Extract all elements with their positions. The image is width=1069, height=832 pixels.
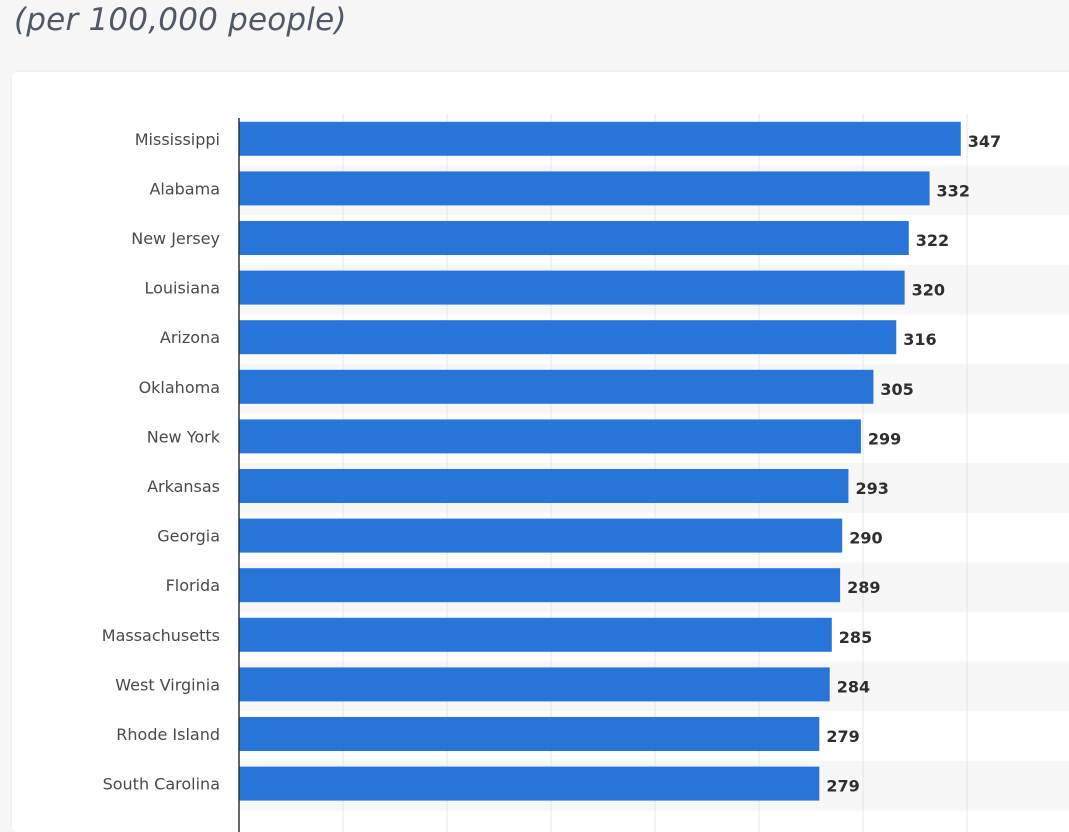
bar <box>239 171 930 206</box>
category-label: Oklahoma <box>139 378 220 397</box>
category-label: New York <box>147 427 221 446</box>
data-label: 284 <box>837 677 870 696</box>
bar <box>239 667 830 702</box>
category-label: New Jersey <box>131 229 220 248</box>
bar <box>239 270 905 305</box>
category-label: South Carolina <box>103 775 220 794</box>
bar <box>239 419 861 454</box>
data-label: 322 <box>916 231 949 250</box>
bars <box>239 121 961 801</box>
category-label: Arizona <box>160 328 220 347</box>
data-label: 299 <box>868 429 901 448</box>
category-label: Massachusetts <box>102 626 220 645</box>
bar <box>239 320 897 355</box>
category-label: West Virginia <box>115 675 220 694</box>
category-label: Mississippi <box>135 130 220 149</box>
data-label: 279 <box>826 727 859 746</box>
bar <box>239 121 961 156</box>
bar <box>239 766 820 801</box>
category-label: Georgia <box>157 527 220 546</box>
data-label: 293 <box>855 479 888 498</box>
data-label: 279 <box>826 777 859 796</box>
value-labels: 347 332 322 320 316 305 299 293 290 289 285 284 279 2… <box>826 132 1001 796</box>
bar <box>239 369 874 404</box>
chart-subtitle: (per 100,000 people) <box>14 2 347 38</box>
bar <box>239 617 832 652</box>
bar <box>239 717 820 751</box>
data-label: 316 <box>903 330 936 349</box>
category-label: Alabama <box>149 179 220 198</box>
data-label: 332 <box>937 181 970 200</box>
category-label: Louisiana <box>144 279 220 298</box>
bar <box>239 568 841 603</box>
bar <box>239 469 849 503</box>
bar <box>239 518 843 553</box>
chart-card: Mississippi Alabama New Jersey Louisiana Ari… <box>12 72 1069 832</box>
bar <box>239 221 909 255</box>
data-label: 289 <box>847 578 880 597</box>
data-label: 347 <box>968 132 1001 151</box>
category-label: Florida <box>166 576 220 595</box>
bar-chart: Mississippi Alabama New Jersey Louisiana Ari… <box>102 114 1069 832</box>
data-label: 305 <box>880 380 913 399</box>
category-labels: Mississippi Alabama New Jersey Louisiana Ari… <box>102 130 221 794</box>
data-label: 320 <box>912 281 945 300</box>
category-label: Rhode Island <box>116 725 220 744</box>
data-label: 285 <box>839 628 872 647</box>
category-label: Arkansas <box>147 477 220 496</box>
data-label: 290 <box>849 529 882 548</box>
